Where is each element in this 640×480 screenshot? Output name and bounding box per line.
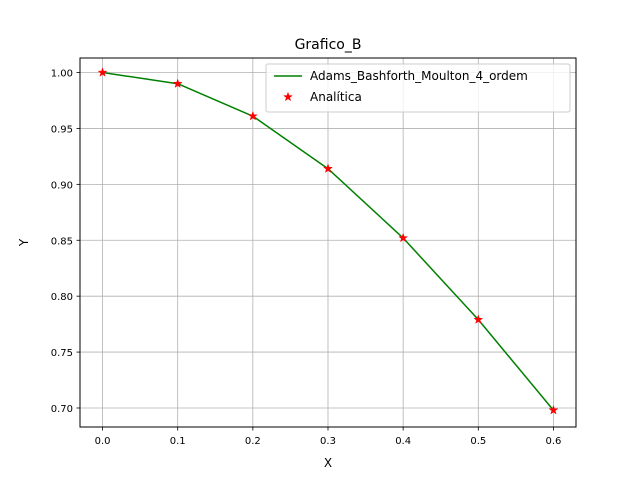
legend: Adams_Bashforth_Moulton_4_ordem Analític… [265,63,571,113]
legend-box [265,63,571,113]
analitica-point [97,67,108,77]
x-tick-label: 0.6 [546,436,562,447]
y-tick-label: 0.75 [51,348,73,359]
analitica-point [322,163,334,173]
legend-star-icon [282,91,294,102]
legend-label-analitica: Analítica [310,90,362,104]
analitica-point [247,110,258,121]
legend-marker-sample [282,91,294,102]
x-tick-label: 0.3 [320,436,336,447]
x-tick-label: 0.5 [470,436,486,447]
analitica-point [473,314,484,324]
y-tick-label: 0.85 [51,236,73,247]
x-tick-label: 0.2 [245,436,261,447]
analitica-point [548,404,559,415]
x-tick-label: 0.4 [395,436,411,447]
y-tick-label: 0.95 [51,124,73,135]
analitica-point [172,78,183,88]
y-tick-label: 0.70 [51,404,73,415]
x-tick-label: 0.1 [170,436,186,447]
ticks: 0.0 0.1 0.2 0.3 0.4 0.5 0.6 0.70 0.75 0.80 0.85 0.9… [51,69,562,447]
y-tick-label: 0.80 [51,292,73,303]
legend-label-adams: Adams_Bashforth_Moulton_4_ordem [310,69,528,83]
y-tick-label: 0.90 [51,180,73,191]
x-tick-label: 0.0 [95,436,111,447]
plot-area [97,67,559,415]
y-tick-label: 1.00 [51,69,73,80]
analitica-point [398,232,409,243]
x-axis-label: X [324,456,332,470]
chart-title: Grafico_B [295,37,362,53]
y-axis-label: Y [17,238,31,247]
